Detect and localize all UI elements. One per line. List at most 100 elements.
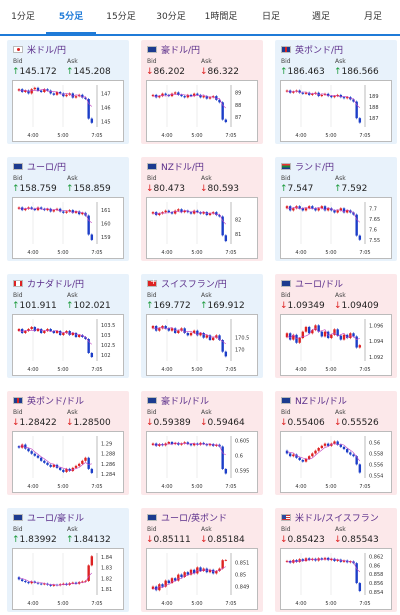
tab-6[interactable]: 日足	[261, 12, 280, 22]
rate-card[interactable]: 米ドル/円 Bid Ask ↑145.172 ↑145.208 147 146 145 4:00…	[7, 40, 129, 144]
tab-5[interactable]: 1時間足	[204, 12, 238, 22]
pair-name[interactable]: ランド/円	[295, 163, 335, 173]
price-chart[interactable]: 7.7 7.65 7.6 7.55 4:00 5:00 7:05	[280, 197, 392, 259]
tab-4[interactable]: 30分足	[156, 12, 186, 22]
candle-body	[202, 442, 205, 445]
candle-body	[345, 97, 349, 99]
x-tick-label: 7:05	[359, 250, 370, 256]
pair-name[interactable]: カナダドル/円	[27, 280, 85, 290]
price-chart[interactable]: 0.605 0.6 0.595 4:00 5:00 7:05	[146, 431, 258, 493]
rate-card[interactable]: ユーロ/英ポンド Bid Ask ↓0.85111 ↓0.85184 0.851 0.85 0…	[141, 508, 263, 612]
rate-card[interactable]: 英ポンド/ドル Bid Ask ↓1.28422 ↓1.28500 1.29 1.288 1.…	[7, 391, 129, 495]
rate-card[interactable]: カナダドル/円 Bid Ask ↑101.911 ↑102.021 103.5 103 102…	[7, 274, 129, 378]
rate-card[interactable]: スイスフラン/円BidAsk↑169.772↑169.912170.51704:…	[141, 274, 263, 378]
price-chart[interactable]: 0.862 0.86 0.858 0.856 0.854 4:00 5:00 7:05	[280, 548, 392, 610]
pair-name[interactable]: ユーロ/英ポンド	[161, 514, 228, 524]
candle-body	[84, 97, 87, 99]
pair-name[interactable]: 米ドル/スイスフラン	[295, 514, 379, 524]
rate-card[interactable]: ユーロ/ドル Bid Ask ↓1.09349 ↓1.09409 1.096 1.094 1.…	[275, 274, 397, 378]
candle-body	[221, 446, 224, 469]
ask-price: ↑158.859	[66, 184, 111, 194]
candle-body	[326, 208, 330, 211]
candle-body	[301, 331, 305, 339]
ask-price: ↑145.208	[66, 67, 111, 77]
tab-8[interactable]: 月足	[363, 12, 382, 22]
arrow-up-icon: ↑	[146, 301, 154, 311]
price-chart[interactable]: 1.096 1.094 1.092 4:00 5:00 7:05	[280, 314, 392, 376]
price-chart[interactable]: 1.29 1.288 1.286 1.284 4:00 5:00 7:05	[12, 431, 124, 493]
rate-card[interactable]: ユーロ/円 Bid Ask ↑158.759 ↑158.859 161 160 159 4:00…	[7, 157, 129, 261]
y-tick-label: 1.82	[101, 576, 112, 582]
arrow-down-icon: ↓	[280, 301, 288, 311]
rate-card[interactable]: ユーロ/豪ドル Bid Ask ↑1.83992 ↑1.84132 1.84 1.83 1.8…	[7, 508, 129, 612]
candle-body	[298, 206, 301, 209]
candle-body	[295, 454, 298, 458]
bid-value: 1.28422	[19, 418, 57, 428]
candle-body	[339, 335, 343, 340]
rate-card[interactable]: NZドル/ドル Bid Ask ↓0.55406 ↓0.55526 0.56 0.558 0.…	[275, 391, 397, 495]
rate-card[interactable]: 米ドル/スイスフラン Bid Ask ↓0.85423 ↓0.85543 0.862 0.8…	[275, 508, 397, 612]
tab-7[interactable]: 週足	[311, 12, 330, 22]
price-chart[interactable]: 189 188 187 4:00 5:00 7:05	[280, 80, 392, 142]
tab-1[interactable]: 1分足	[11, 12, 35, 22]
moving-average-line	[152, 93, 227, 109]
bid-label: Bid	[147, 409, 157, 416]
bid-value: 0.85423	[287, 535, 325, 545]
pair-name[interactable]: ユーロ/円	[27, 163, 67, 173]
rate-card[interactable]: NZドル/円 Bid Ask ↓80.473 ↓80.593 82 81 4:00 5:00 7:…	[141, 157, 263, 261]
rate-card[interactable]: 豪ドル/ドル Bid Ask ↓0.59389 ↓0.59464 0.605 0.6 0.59…	[141, 391, 263, 495]
candle-body	[292, 560, 295, 563]
candle-body	[62, 333, 65, 335]
rate-card[interactable]: 英ポンド/円 Bid Ask ↑186.463 ↑186.566 189 188 187 4:0…	[275, 40, 397, 144]
bid-price: ↓0.85111	[146, 535, 191, 545]
pair-name[interactable]: スイスフラン/円	[161, 280, 227, 290]
candle-body	[317, 92, 320, 97]
candle-body	[158, 444, 161, 446]
pair-name[interactable]: NZドル/ドル	[295, 397, 347, 407]
candle-body	[43, 331, 46, 333]
price-chart[interactable]: 89 88 87 4:00 5:00 7:05	[146, 80, 258, 142]
y-tick-label: 82	[235, 217, 241, 223]
rate-card[interactable]: 豪ドル/円 Bid Ask ↓86.202 ↓86.322 89 88 87 4:00 5:00 7…	[141, 40, 263, 144]
pair-name[interactable]: 豪ドル/ドル	[161, 397, 210, 407]
candle-body	[183, 572, 186, 577]
price-chart[interactable]: 170.5 170 4:00 5:00 7:05	[146, 314, 258, 376]
rate-card[interactable]: ランド/円 Bid Ask ↑7.547 ↑7.592 7.7 7.65 7.6 7.55 4:0…	[275, 157, 397, 261]
candle-body	[20, 444, 24, 448]
ask-price: ↑102.021	[66, 301, 111, 311]
ask-label: Ask	[201, 58, 212, 65]
candle-body	[314, 325, 317, 331]
arrow-down-icon: ↓	[280, 418, 288, 428]
arrow-up-icon: ↑	[280, 184, 288, 194]
price-chart[interactable]: 0.56 0.558 0.556 0.554 4:00 5:00 7:05	[280, 431, 392, 493]
arrow-down-icon: ↓	[146, 535, 154, 545]
candle-body	[20, 579, 24, 581]
price-chart[interactable]: 0.851 0.85 0.849 4:00 5:00 7:05	[146, 548, 258, 610]
tab-2[interactable]: 5分足	[46, 0, 96, 34]
pair-name[interactable]: NZドル/円	[161, 163, 204, 173]
price-chart[interactable]: 103.5 103 102.5 102 4:00 5:00 7:05	[12, 314, 124, 376]
tab-3[interactable]: 15分足	[106, 12, 136, 22]
pair-name[interactable]: ユーロ/ドル	[295, 280, 344, 290]
candle-body	[84, 457, 87, 461]
pair-name[interactable]: ユーロ/豪ドル	[27, 514, 85, 524]
y-tick-label: 0.56	[369, 441, 380, 447]
bid-value: 169.772	[153, 301, 191, 311]
arrow-up-icon: ↑	[280, 67, 288, 77]
x-tick-label: 4:00	[27, 367, 38, 373]
pair-name[interactable]: 英ポンド/円	[295, 46, 344, 56]
y-tick-label: 0.86	[369, 563, 380, 569]
price-chart[interactable]: 82 81 4:00 5:00 7:05	[146, 197, 258, 259]
price-chart[interactable]: 147 146 145 4:00 5:00 7:05	[12, 80, 124, 142]
candle-body	[298, 338, 301, 343]
candle-body	[46, 329, 49, 331]
price-chart[interactable]: 161 160 159 4:00 5:00 7:05	[12, 197, 124, 259]
price-chart[interactable]: 1.84 1.83 1.82 1.81 4:00 5:00 7:05	[12, 548, 124, 610]
pair-name[interactable]: 豪ドル/円	[161, 46, 201, 56]
candle-body	[189, 333, 193, 336]
pair-name[interactable]: 英ポンド/ドル	[27, 397, 85, 407]
candle-body	[349, 452, 352, 455]
arrow-up-icon: ↑	[12, 184, 20, 194]
candle-body	[164, 580, 167, 587]
pair-name[interactable]: 米ドル/円	[27, 46, 67, 56]
